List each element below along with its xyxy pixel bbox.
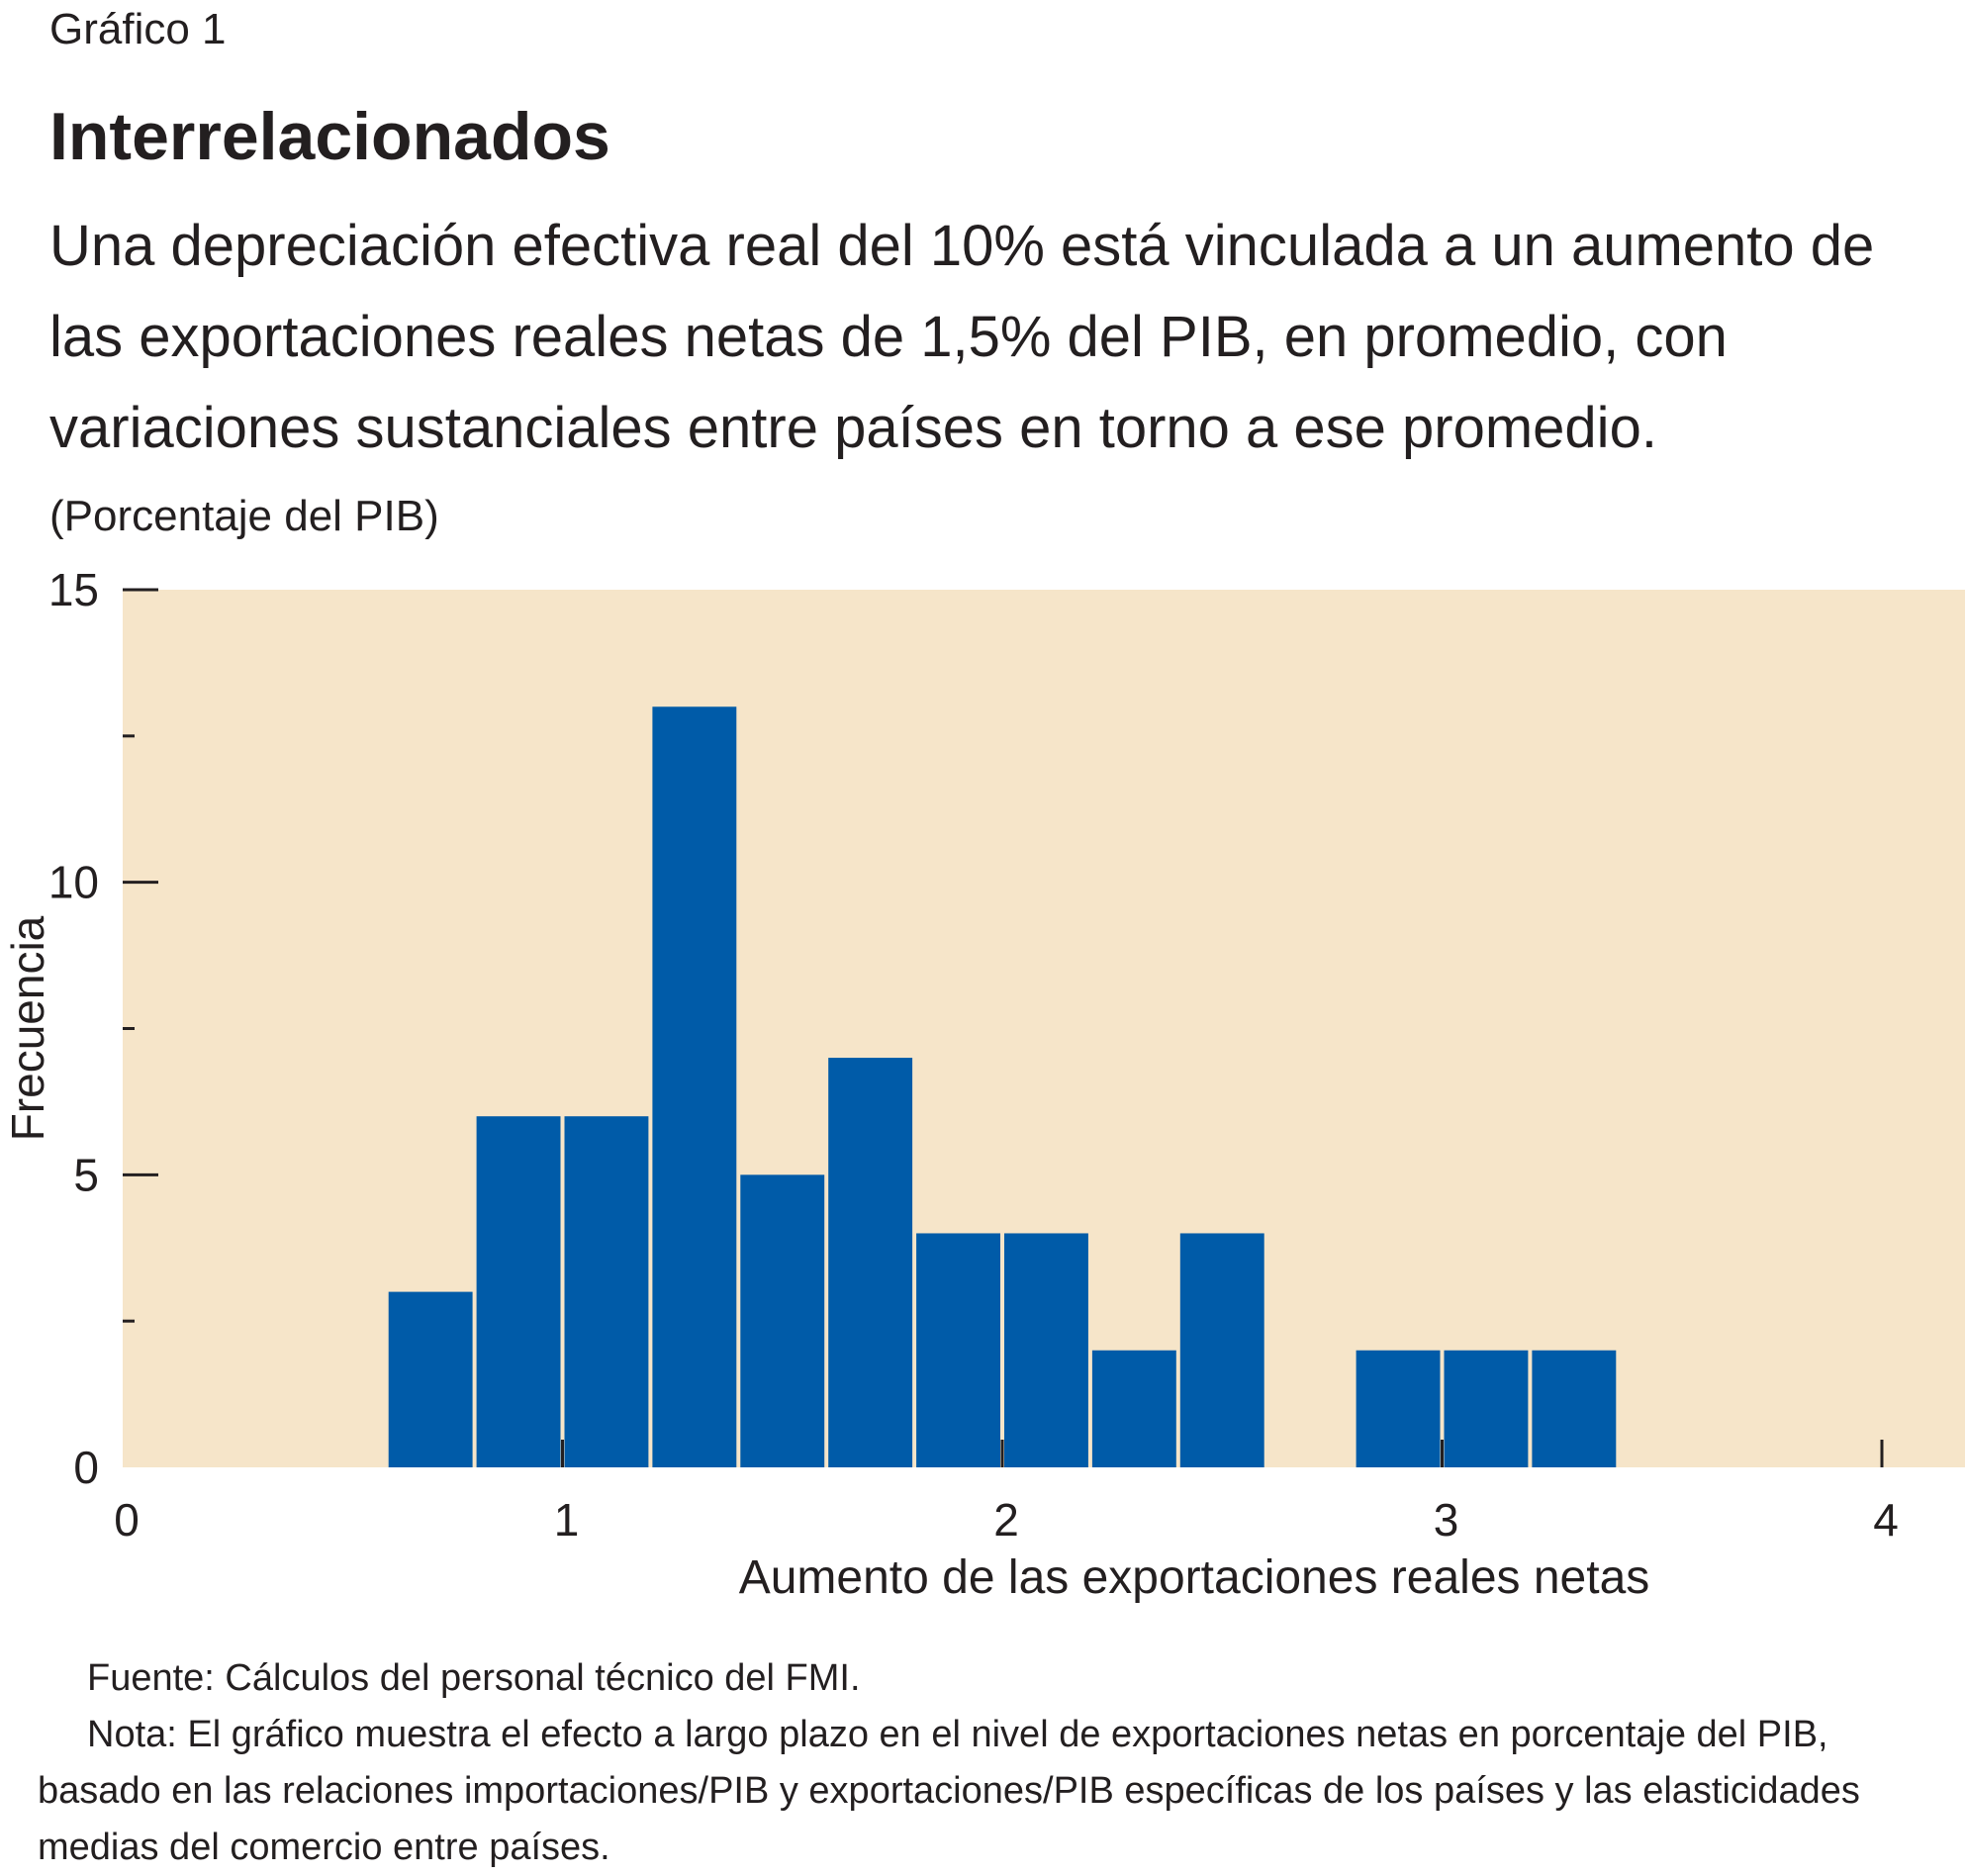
histogram-bar-6 bbox=[828, 1058, 913, 1467]
y-tick-label: 0 bbox=[73, 1442, 99, 1493]
chart-notes: Fuente: Cálculos del personal técnico de… bbox=[38, 1650, 1932, 1876]
y-tick-label: 5 bbox=[73, 1149, 99, 1200]
histogram-bar-5 bbox=[740, 1174, 825, 1467]
bars-group bbox=[388, 706, 1617, 1467]
histogram-bar-13 bbox=[1532, 1350, 1617, 1467]
chart-title: Interrelacionados bbox=[49, 99, 610, 174]
histogram-chart: 0 5 10 15 0 1 2 3 4 Frecuencia Aumento de las ex… bbox=[2, 564, 1965, 1604]
x-axis-title: Aumento de las exportaciones reales neta… bbox=[739, 1551, 1650, 1604]
units-label: (Porcentaje del PIB) bbox=[49, 492, 439, 540]
x-tick-label: 1 bbox=[554, 1494, 580, 1546]
histogram-bar-7 bbox=[916, 1233, 1000, 1467]
histogram-bar-12 bbox=[1444, 1350, 1529, 1467]
histogram-bar-9 bbox=[1091, 1350, 1176, 1467]
histogram-bar-2 bbox=[476, 1116, 561, 1467]
histogram-bar-11 bbox=[1356, 1350, 1441, 1467]
x-tick-label: 3 bbox=[1434, 1494, 1459, 1546]
y-tick-label: 15 bbox=[48, 564, 99, 615]
axes-group bbox=[123, 588, 1884, 1467]
y-tick-label: 10 bbox=[48, 857, 99, 908]
histogram-bar-4 bbox=[652, 706, 737, 1467]
figure-label: Gráfico 1 bbox=[49, 5, 227, 53]
histogram-bar-10 bbox=[1179, 1233, 1264, 1467]
chart-subtitle: Una depreciación efectiva real del 10% e… bbox=[49, 214, 1875, 460]
footnote: Nota: El gráfico muestra el efecto a lar… bbox=[38, 1714, 1860, 1868]
x-tick-label: 2 bbox=[993, 1494, 1019, 1546]
x-tick-label: 0 bbox=[114, 1494, 140, 1546]
tick-labels-group: 0 5 10 15 0 1 2 3 4 bbox=[48, 564, 1899, 1546]
histogram-bar-1 bbox=[388, 1291, 473, 1467]
histogram-bar-8 bbox=[1004, 1233, 1088, 1467]
histogram-bar-3 bbox=[564, 1116, 649, 1467]
source-note: Fuente: Cálculos del personal técnico de… bbox=[87, 1657, 861, 1699]
x-tick-label: 4 bbox=[1873, 1494, 1899, 1546]
y-axis-title: Frecuencia bbox=[2, 915, 53, 1141]
